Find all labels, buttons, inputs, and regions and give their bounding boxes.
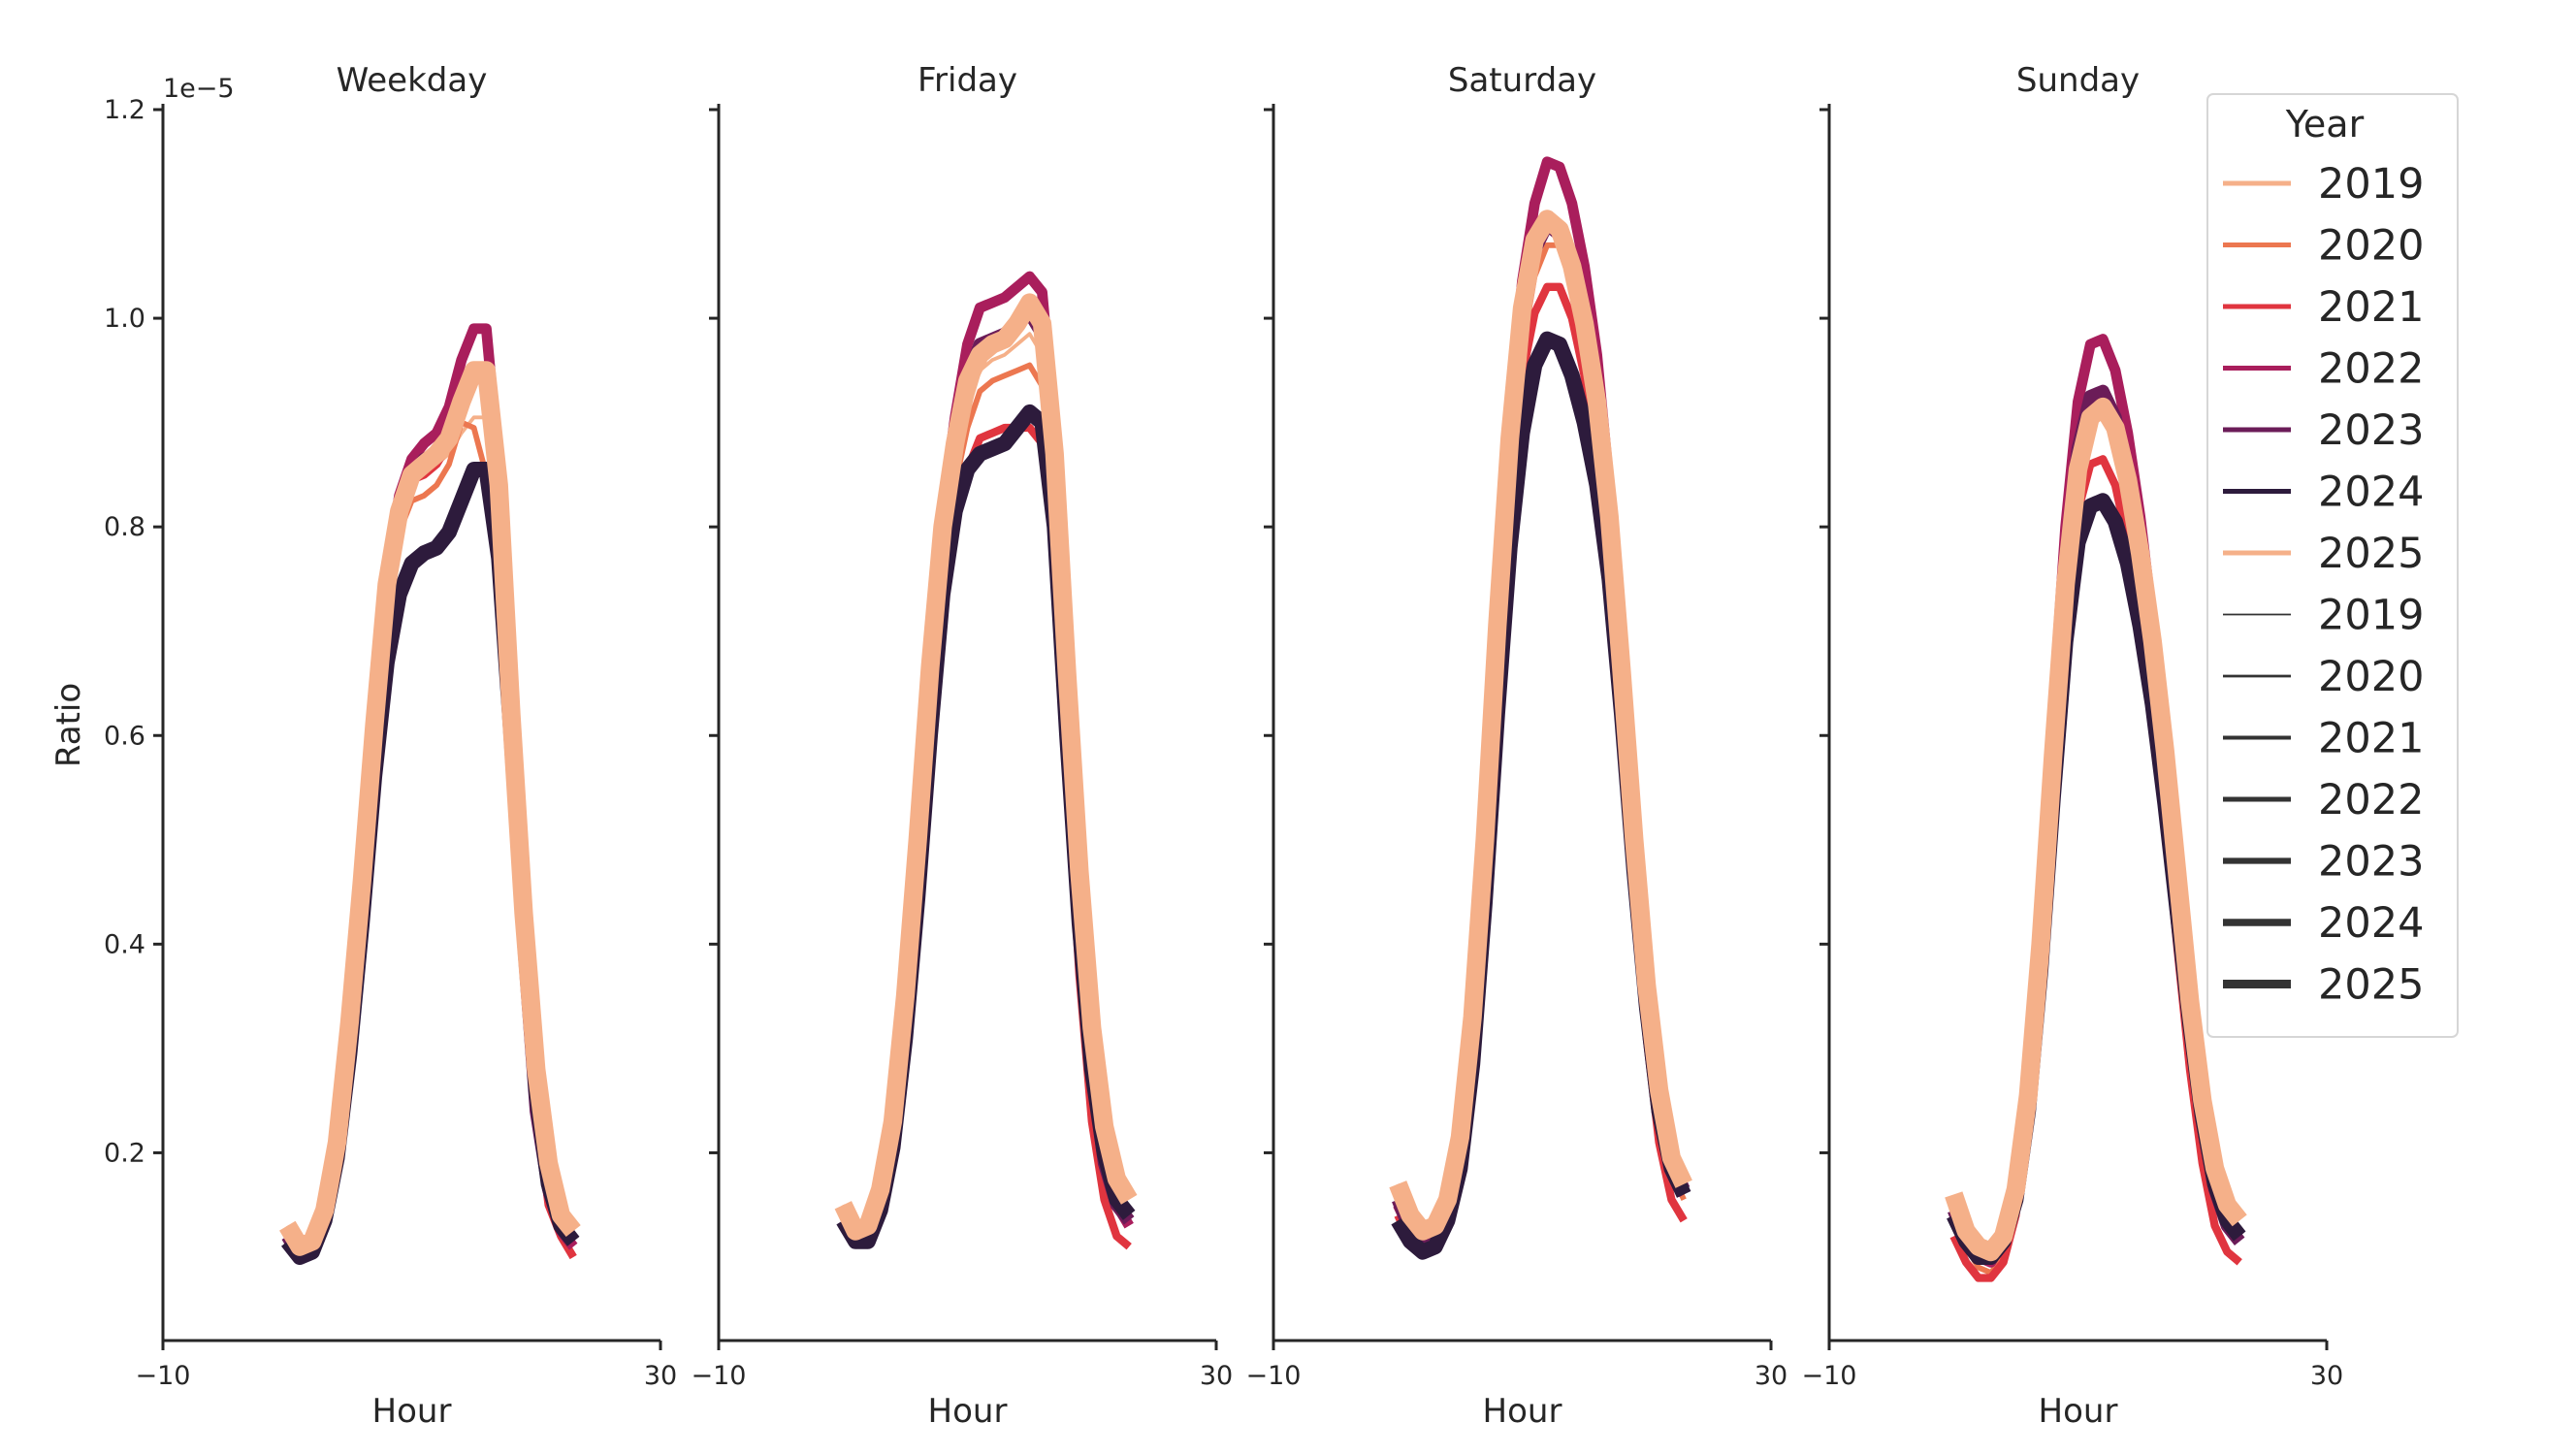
series-line-2020-1	[1395, 242, 1687, 1245]
series-line-2022-3	[1393, 156, 1689, 1252]
panel-title: Friday	[918, 61, 1017, 100]
panel-title: Saturday	[1448, 61, 1596, 100]
x-tick-label: 30	[2310, 1361, 2343, 1391]
legend: Year 2019 2020 2021 2022 2023 2024 2025 2019 2020…	[2206, 93, 2459, 1038]
y-axis-offset-label: 1e−5	[163, 74, 235, 104]
series-line-2025-6	[1389, 210, 1692, 1241]
legend-entry-label: 2023	[2318, 838, 2424, 887]
legend-entry-label: 2022	[2318, 776, 2424, 824]
legend-entry-label: 2024	[2318, 899, 2424, 948]
x-tick-label: 30	[1200, 1361, 1233, 1391]
series-line-2025-6	[279, 361, 581, 1256]
x-axis-label: Hour	[928, 1392, 1008, 1431]
x-axis-label: Hour	[2039, 1392, 2118, 1431]
legend-entry-label: 2022	[2318, 345, 2424, 394]
x-axis-label: Hour	[1483, 1392, 1562, 1431]
x-tick-label: −10	[136, 1361, 191, 1391]
x-tick-label: −10	[692, 1361, 747, 1391]
x-tick-label: 30	[1755, 1361, 1787, 1391]
panel-sunday: Sunday −10 30 Hour	[1802, 61, 2344, 1431]
y-tick-label: 0.2	[104, 1138, 145, 1168]
legend-entry-label: 2019	[2318, 160, 2424, 209]
x-axis-label: Hour	[372, 1392, 452, 1431]
legend-entry-label: 2025	[2318, 530, 2424, 578]
panel-title: Sunday	[2016, 61, 2140, 100]
x-tick-label: −10	[1246, 1361, 1302, 1391]
legend-entry-label: 2020	[2318, 653, 2424, 701]
panel-saturday: Saturday −10 30 Hour	[1246, 61, 1788, 1431]
series-line-2025-6	[834, 293, 1138, 1241]
legend-entry-label: 2021	[2318, 283, 2424, 332]
panel-weekday: Weekday 0.2 0.4 0.6 0.8 1.0 1.2 −10 30 Hour	[104, 61, 677, 1431]
legend-entry-label: 2025	[2318, 961, 2424, 1010]
series-line-2024-5	[1391, 331, 1691, 1260]
panel-friday: Friday −10 30 Hour	[692, 61, 1234, 1431]
series-line-2023-4	[1392, 217, 1690, 1248]
legend-entry-label: 2024	[2318, 469, 2424, 517]
y-tick-label: 1.0	[104, 304, 145, 334]
y-tick-label: 1.2	[104, 95, 145, 125]
legend-entry-label: 2023	[2318, 406, 2424, 455]
series-line-2019-0	[1396, 227, 1686, 1233]
panel-title: Weekday	[337, 61, 488, 100]
series-line-2021-2	[1394, 282, 1688, 1256]
y-tick-label: 0.6	[104, 721, 145, 751]
series-line-2025-6	[1945, 397, 2247, 1262]
x-tick-label: −10	[1802, 1361, 1857, 1391]
x-tick-label: 30	[644, 1361, 677, 1391]
legend-entry-label: 2019	[2318, 592, 2424, 640]
y-tick-label: 0.8	[104, 512, 145, 542]
legend-entry-label: 2020	[2318, 222, 2424, 271]
legend-title: Year	[2285, 103, 2365, 146]
y-axis-label: Ratio	[49, 683, 88, 767]
legend-entry-label: 2021	[2318, 715, 2424, 763]
series-line-2021-2	[1949, 455, 2242, 1282]
y-tick-label: 0.4	[104, 929, 145, 959]
